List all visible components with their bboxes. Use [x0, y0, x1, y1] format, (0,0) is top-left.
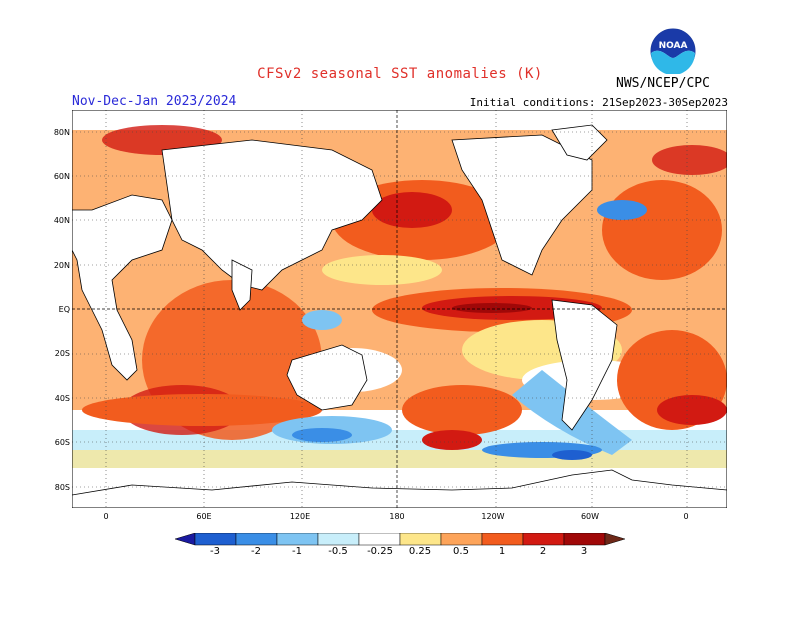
legend-label-neg025: -0.25	[367, 546, 393, 557]
colorbar-swatch	[440, 533, 483, 546]
legend-label-025: 0.25	[408, 546, 432, 557]
legend-label-neg05: -0.5	[328, 546, 348, 557]
lat-label-20s: 20S	[54, 349, 70, 358]
colorbar-swatch	[522, 533, 565, 546]
colorbar-arrow-high	[604, 533, 626, 546]
lat-label-40n: 40N	[53, 216, 70, 225]
colorbar-swatch	[317, 533, 360, 546]
noaa-logo: NOAA	[650, 28, 696, 74]
lon-label-180: 180	[389, 512, 405, 521]
agency-label: NWS/NCEP/CPC	[616, 76, 710, 91]
colorbar-swatch	[194, 533, 237, 546]
lat-label-40s: 40S	[54, 394, 70, 403]
colorbar-swatch	[235, 533, 278, 546]
legend-label-neg2: -2	[251, 546, 261, 557]
equator-dateline	[72, 110, 727, 508]
map-title: CFSv2 seasonal SST anomalies (K)	[257, 66, 543, 82]
lon-label-60w: 60W	[580, 512, 600, 521]
lat-label-eq: EQ	[58, 305, 70, 314]
colorbar	[174, 533, 626, 546]
colorbar-swatch	[276, 533, 319, 546]
lat-label-60s: 60S	[54, 438, 70, 447]
lat-label-60n: 60N	[53, 172, 70, 181]
lat-label-80s: 80S	[54, 483, 70, 492]
lat-label-20n: 20N	[53, 261, 70, 270]
legend-label-neg3: -3	[210, 546, 220, 557]
colorbar-arrow-low	[174, 533, 196, 546]
sst-anomaly-map	[72, 110, 727, 508]
lat-label-80n: 80N	[53, 128, 70, 137]
continent-outlines	[72, 124, 727, 508]
legend-label-1: 1	[498, 546, 506, 557]
colorbar-swatch	[481, 533, 524, 546]
legend-label-neg1: -1	[292, 546, 302, 557]
lon-label-60e: 60E	[196, 512, 212, 521]
legend-label-2: 2	[539, 546, 547, 557]
lon-label-120e: 120E	[289, 512, 311, 521]
legend-label-05: 0.5	[453, 546, 469, 557]
colorbar-swatch	[399, 533, 442, 546]
legend-label-3: 3	[580, 546, 588, 557]
season-label: Nov-Dec-Jan 2023/2024	[72, 94, 237, 109]
colorbar-swatch	[358, 533, 401, 546]
initial-conditions-label: Initial conditions: 21Sep2023-30Sep2023	[469, 96, 728, 109]
colorbar-swatch	[563, 533, 606, 546]
lon-label-0-right: 0	[683, 512, 689, 521]
logo-text: NOAA	[659, 41, 688, 51]
lon-label-0: 0	[103, 512, 109, 521]
lon-label-120w: 120W	[481, 512, 505, 521]
